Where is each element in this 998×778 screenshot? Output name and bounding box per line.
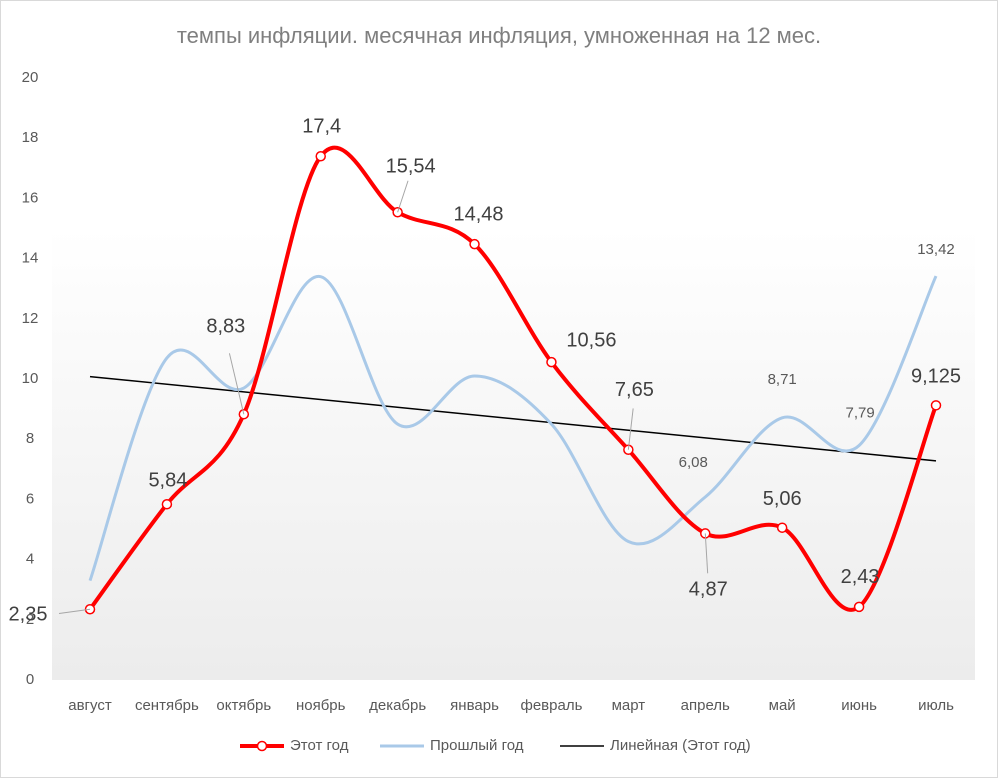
x-tick-label: январь xyxy=(450,697,499,714)
marker xyxy=(315,151,326,162)
series-line xyxy=(88,275,938,582)
x-tick-label: май xyxy=(769,697,796,714)
data-label: 6,08 xyxy=(679,454,708,471)
data-label: 13,42 xyxy=(917,241,955,258)
data-label: 15,54 xyxy=(386,156,436,178)
leader-line xyxy=(627,408,634,450)
x-tick-label: февраль xyxy=(521,697,583,714)
y-tick-label: 12 xyxy=(22,310,39,327)
data-label: 14,48 xyxy=(454,203,504,225)
x-tick-label: июнь xyxy=(841,697,877,714)
chart-title: темпы инфляции. месячная инфляция, умнож… xyxy=(177,23,821,48)
legend-label: Этот год xyxy=(290,737,349,754)
y-tick-label: 8 xyxy=(26,430,34,447)
legend-label: Линейная (Этот год) xyxy=(610,737,751,754)
marker xyxy=(930,400,942,411)
data-label: 8,83 xyxy=(206,315,245,337)
data-label: 5,84 xyxy=(148,469,187,491)
plot-area xyxy=(52,78,975,680)
series-line xyxy=(88,145,938,612)
data-label: 17,4 xyxy=(302,116,341,138)
data-label: 10,56 xyxy=(566,329,616,351)
marker xyxy=(469,238,480,250)
legend-label: Прошлый год xyxy=(430,737,524,754)
x-tick-label: август xyxy=(68,697,112,714)
y-tick-label: 18 xyxy=(22,129,39,146)
y-tick-label: 10 xyxy=(22,370,39,387)
data-label: 9,125 xyxy=(911,366,961,388)
data-label: 8,71 xyxy=(768,371,797,388)
x-tick-label: сентябрь xyxy=(135,697,199,714)
x-tick-label: апрель xyxy=(681,697,730,714)
data-label: 7,65 xyxy=(615,379,654,401)
x-tick-label: март xyxy=(612,697,646,714)
x-tick-label: декабрь xyxy=(369,697,426,714)
data-label: 7,79 xyxy=(845,404,874,421)
data-label: 4,87 xyxy=(689,579,728,601)
data-label: 2,35 xyxy=(9,604,48,626)
y-tick-label: 2 xyxy=(26,611,34,628)
leader-line xyxy=(58,608,91,614)
marker xyxy=(546,356,557,368)
legend-marker xyxy=(256,740,268,752)
x-tick-label: октябрь xyxy=(216,697,271,714)
trend-line xyxy=(89,375,937,462)
marker xyxy=(776,522,788,533)
data-label: 2,43 xyxy=(841,566,880,588)
x-tick-label: июль xyxy=(918,697,954,714)
y-tick-label: 6 xyxy=(26,490,34,507)
leader-line xyxy=(228,353,245,415)
marker xyxy=(853,601,865,613)
leader-line xyxy=(397,180,409,213)
y-tick-label: 20 xyxy=(22,69,39,86)
y-tick-label: 0 xyxy=(26,671,34,688)
x-tick-label: ноябрь xyxy=(296,697,346,714)
data-label: 5,06 xyxy=(763,488,802,510)
y-tick-label: 4 xyxy=(26,551,34,568)
leader-line xyxy=(704,533,709,574)
marker xyxy=(161,498,173,510)
y-tick-label: 14 xyxy=(22,250,39,267)
y-tick-label: 16 xyxy=(22,189,39,206)
